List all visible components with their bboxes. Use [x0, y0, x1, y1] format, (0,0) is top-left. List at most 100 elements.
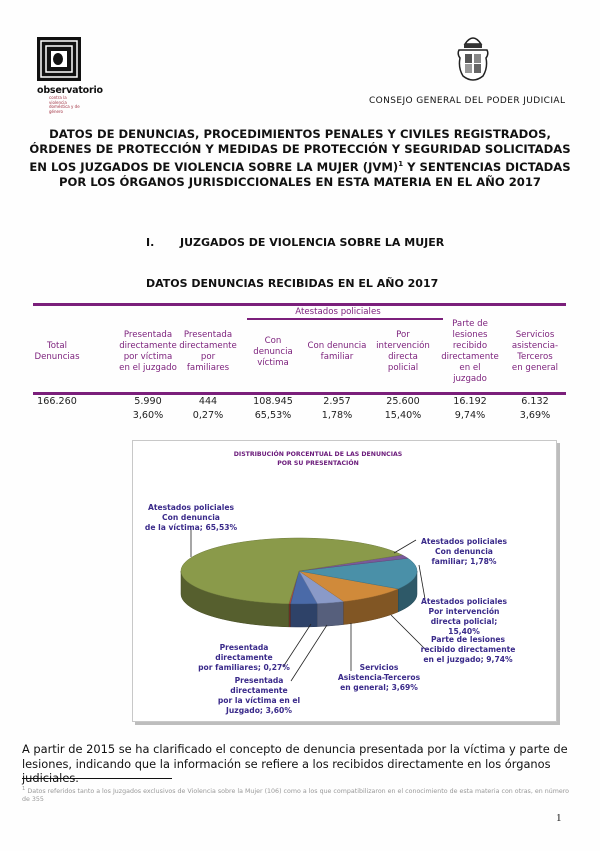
- chart-title: DISTRIBUCIÓN PORCENTUAL DE LAS DENUNCIAS…: [234, 451, 403, 468]
- column-header-line: juzgado: [453, 374, 487, 384]
- data-label-line: directa policial;: [430, 617, 498, 626]
- data-label: Servicios Asistencia-Terceros en general; …: [338, 663, 420, 693]
- observatorio-logo: observatorio contra la violencia domésti…: [37, 37, 103, 113]
- leader-line: [282, 623, 312, 668]
- column-header-line: lesiones: [452, 330, 488, 340]
- leader-line: [290, 624, 328, 682]
- section-title: JUZGADOS DE VIOLENCIA SOBRE LA MUJER: [180, 236, 445, 249]
- percent-cell: 1,78%: [321, 410, 353, 421]
- data-label-line: Con denuncia: [435, 547, 493, 556]
- column-header-line: en general: [511, 363, 559, 373]
- percent-cell: 0,27%: [192, 410, 224, 421]
- column-header-line: Con denuncia: [307, 341, 367, 351]
- data-label: Presentada directamente por la víctima en …: [218, 676, 300, 716]
- leader-line: [390, 614, 426, 650]
- column-header: Parte de lesiones recibido directamente en e…: [441, 319, 499, 385]
- column-header-line: Total: [46, 341, 68, 351]
- table-top-rule: [33, 303, 566, 306]
- column-header-line: familiares: [186, 363, 230, 373]
- data-label-line: Parte de lesiones: [430, 635, 506, 644]
- percent-cell: 15,40%: [384, 410, 422, 421]
- column-header: Por intervención directa policial: [376, 330, 430, 374]
- column-header: Servicios asistencia- Terceros en general: [512, 330, 558, 374]
- title-line: EN LOS JUZGADOS DE VIOLENCIA SOBRE LA MU…: [20, 157, 580, 175]
- column-header-line: Con: [264, 335, 282, 346]
- pie-slice[interactable]: [298, 570, 400, 602]
- column-header-line: recibido: [452, 341, 488, 351]
- footnote-mark: 1: [22, 786, 26, 792]
- pie-slice[interactable]: [298, 570, 345, 604]
- column-header-line: intervención: [376, 341, 430, 351]
- column-header: Total Denuncias: [34, 341, 79, 363]
- pie-chart: DISTRIBUCIÓN PORCENTUAL DE LAS DENUNCIAS…: [132, 440, 557, 722]
- group-header-rule: [247, 318, 443, 320]
- footnote-ref[interactable]: 1: [398, 160, 404, 168]
- data-label-line: Asistencia-Terceros: [337, 673, 421, 682]
- title-line: ÓRDENES DE PROTECCIÓN Y MEDIDAS DE PROTE…: [29, 142, 571, 156]
- footnote: 1 Datos referidos tanto a los Juzgados e…: [22, 785, 578, 804]
- value-cell: 6.132: [521, 396, 549, 407]
- value-cell: 444: [198, 396, 218, 407]
- value-cell: 25.600: [386, 396, 420, 407]
- column-header-line: por víctima: [123, 352, 173, 362]
- data-label-line: por la víctima en el: [217, 696, 301, 705]
- column-header-line: Presentada: [123, 330, 173, 340]
- column-header-line: familiar: [320, 352, 354, 362]
- value-cell: 5.990: [134, 396, 162, 407]
- percent-cell: 3,69%: [519, 410, 551, 421]
- column-header: Presentada directamente por familiares: [179, 330, 237, 374]
- column-header-line: víctima: [257, 357, 289, 368]
- leader-line: [393, 539, 417, 554]
- column-header-line: asistencia-: [511, 341, 559, 351]
- table-title: DATOS DENUNCIAS RECIBIDAS EN EL AÑO 2017: [146, 277, 439, 290]
- pie-slice[interactable]: [180, 537, 403, 605]
- data-label-line: directamente: [230, 686, 288, 695]
- column-header-line: Servicios: [515, 330, 555, 340]
- column-header-line: denuncia: [253, 346, 293, 357]
- column-header-line: directamente: [119, 341, 177, 351]
- column-header-line: directamente: [179, 341, 237, 351]
- column-header-line: Parte de: [452, 319, 488, 329]
- value-cell: 16.192: [453, 396, 487, 407]
- document-title: DATOS DE DENUNCIAS, PROCEDIMIENTOS PENAL…: [20, 127, 580, 190]
- org-name: CONSEJO GENERAL DEL PODER JUDICIAL: [369, 96, 566, 106]
- data-label-line: recibido directamente: [420, 645, 516, 654]
- title-line: DATOS DE DENUNCIAS, PROCEDIMIENTOS PENAL…: [49, 127, 551, 141]
- chart-title-line: POR SU PRESENTACIÓN: [277, 459, 359, 467]
- pie-slice-side: [317, 601, 344, 627]
- data-label-line: de la víctima; 65,53%: [144, 523, 238, 532]
- table-header-rule: [33, 392, 566, 395]
- column-header-line: Por: [396, 330, 410, 340]
- footnote-text: Datos referidos tanto a los Juzgados exc…: [22, 788, 570, 804]
- spiral-logo-icon: [37, 37, 81, 81]
- data-label-line: Atestados policiales: [147, 503, 235, 512]
- value-cell: 166.260: [37, 396, 77, 407]
- data-label-line: familiar; 1,78%: [431, 557, 497, 566]
- percent-cell: 3,60%: [132, 410, 164, 421]
- pie-slice[interactable]: [290, 570, 318, 605]
- column-header: Presentada directamente por víctima en el j…: [119, 330, 177, 374]
- data-label-line: en el juzgado; 9,74%: [423, 655, 513, 664]
- column-header-line: en el juzgado: [119, 363, 177, 373]
- column-header-line: por: [200, 352, 216, 362]
- data-label-line: Con denuncia: [162, 513, 220, 522]
- data-label: Parte de lesiones recibido directamente en…: [421, 635, 516, 665]
- chart-title-line: DISTRIBUCIÓN PORCENTUAL DE LAS DENUNCIAS: [233, 451, 403, 458]
- column-header-line: directa: [388, 352, 418, 362]
- data-label-line: en general; 3,69%: [340, 683, 418, 692]
- group-header: Atestados policiales: [295, 307, 381, 317]
- column-header-line: policial: [387, 363, 419, 373]
- section-number: I.: [146, 236, 155, 249]
- data-label-line: Atestados policiales: [420, 537, 508, 546]
- data-label-line: directamente: [215, 653, 273, 662]
- title-line: POR LOS ÓRGANOS JURISDICCIONALES EN ESTA…: [58, 174, 542, 189]
- data-label: Atestados policiales Con denuncia familiar…: [421, 537, 507, 567]
- pie-slice[interactable]: [298, 557, 418, 590]
- data-label-line: 15,40%: [448, 627, 480, 636]
- pie-slice-side: [290, 603, 318, 628]
- column-header-line: Terceros: [517, 352, 553, 362]
- data-label: Presentada directamente por familiares; 0,…: [198, 643, 290, 673]
- column-header-line: en el: [459, 363, 481, 373]
- data-label: Atestados policiales Con denuncia de la ví…: [145, 503, 237, 533]
